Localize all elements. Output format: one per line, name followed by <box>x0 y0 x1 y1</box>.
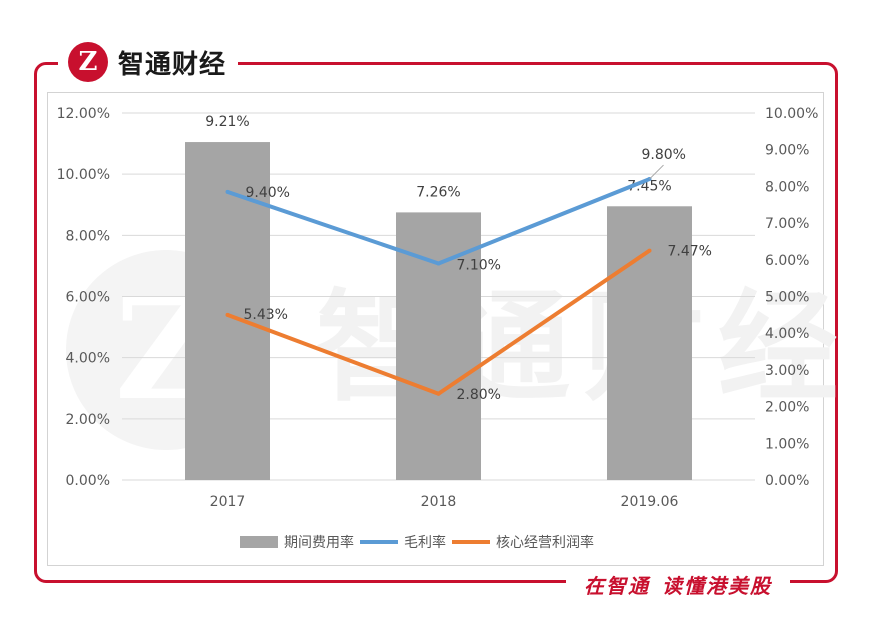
data-point <box>225 312 230 317</box>
y-left-tick-label: 8.00% <box>66 228 110 244</box>
line-data-label: 5.43% <box>244 307 288 323</box>
brand-header: Z 智通财经 <box>58 38 239 86</box>
legend-label: 毛利率 <box>404 535 446 551</box>
line-data-label: 2.80% <box>457 387 501 403</box>
legend-label: 核心经营利润率 <box>496 535 594 551</box>
line-data-label: 9.80% <box>642 147 686 163</box>
y-left-tick-label: 4.00% <box>66 351 110 367</box>
y-right-tick-label: 5.00% <box>765 290 809 306</box>
y-right-tick-label: 0.00% <box>765 473 809 489</box>
legend-swatch-bar <box>240 536 278 548</box>
y-right-tick-label: 3.00% <box>765 363 809 379</box>
legend-item-expense-ratio: 期间费用率 <box>240 532 354 552</box>
legend-item-core-margin: 核心经营利润率 <box>452 532 594 552</box>
slogan-part2: 读懂港美股 <box>662 573 772 598</box>
bar-data-label: 9.21% <box>205 114 249 130</box>
y-left-tick-label: 2.00% <box>66 412 110 428</box>
data-point <box>436 391 441 396</box>
legend-swatch-line <box>360 540 398 544</box>
data-point <box>647 248 652 253</box>
legend-swatch-line <box>452 540 490 544</box>
outer-frame <box>34 62 838 583</box>
line-data-label: 9.40% <box>246 185 290 201</box>
legend-label: 期间费用率 <box>284 535 354 551</box>
legend: 期间费用率 毛利率 核心经营利润率 <box>240 532 600 552</box>
bar-data-label: 7.26% <box>416 184 460 200</box>
bar <box>396 212 481 481</box>
brand-name: 智通财经 <box>118 49 227 80</box>
x-tick-label: 2019.06 <box>621 494 679 510</box>
y-left-tick-label: 10.00% <box>57 167 110 183</box>
y-right-tick-label: 6.00% <box>765 253 809 269</box>
y-left-tick-label: 12.00% <box>57 106 110 122</box>
data-point <box>225 189 230 194</box>
bar <box>185 142 270 480</box>
slogan-part1: 在智通 <box>584 573 650 598</box>
y-right-tick-label: 7.00% <box>765 216 809 232</box>
x-tick-label: 2017 <box>210 494 246 510</box>
y-right-tick-label: 1.00% <box>765 436 809 452</box>
brand-logo-icon: Z <box>68 42 108 82</box>
y-right-tick-label: 8.00% <box>765 179 809 195</box>
y-right-tick-label: 9.00% <box>765 143 809 159</box>
legend-item-gross-margin: 毛利率 <box>360 532 446 552</box>
line-data-label: 7.47% <box>668 244 712 260</box>
y-right-tick-label: 10.00% <box>765 106 818 122</box>
x-tick-label: 2018 <box>421 494 457 510</box>
y-left-tick-label: 0.00% <box>66 473 110 489</box>
y-left-tick-label: 6.00% <box>66 290 110 306</box>
slogan: 在智通 读懂港美股 <box>566 566 790 602</box>
y-right-tick-label: 4.00% <box>765 326 809 342</box>
line-data-label: 7.10% <box>457 257 501 273</box>
y-right-tick-label: 2.00% <box>765 400 809 416</box>
leader-line <box>649 164 664 180</box>
data-point <box>436 261 441 266</box>
